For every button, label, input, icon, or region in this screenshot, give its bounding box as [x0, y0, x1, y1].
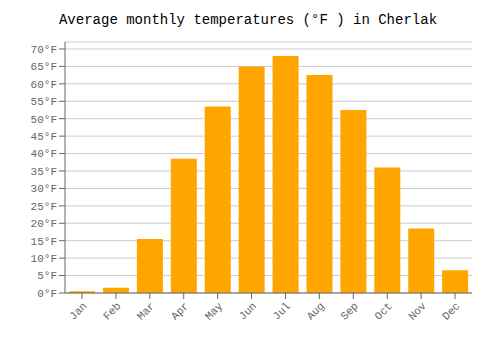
svg-text:65°F: 65°F — [31, 61, 57, 73]
svg-text:Jan: Jan — [67, 300, 89, 322]
svg-text:Feb: Feb — [101, 300, 123, 322]
svg-text:Oct: Oct — [372, 300, 394, 322]
html-text:Average monthly temperatures (: Average monthly temperatures (°F ) in Ch… — [59, 12, 437, 28]
svg-text:5°F: 5°F — [37, 270, 57, 282]
svg-text:Dec: Dec — [440, 300, 462, 322]
svg-text:40°F: 40°F — [31, 148, 57, 160]
svg-text:Nov: Nov — [406, 300, 429, 323]
svg-text:30°F: 30°F — [31, 183, 57, 195]
svg-text:20°F: 20°F — [31, 218, 57, 230]
svg-text:10°F: 10°F — [31, 253, 57, 265]
svg-text:25°F: 25°F — [31, 201, 57, 213]
svg-text:70°F: 70°F — [31, 44, 57, 56]
svg-text:May: May — [203, 300, 226, 323]
svg-text:60°F: 60°F — [31, 79, 57, 91]
svg-text:Mar: Mar — [135, 300, 157, 322]
svg-text:45°F: 45°F — [31, 131, 57, 143]
svg-text:50°F: 50°F — [31, 114, 57, 126]
svg-text:35°F: 35°F — [31, 166, 57, 178]
svg-text:Jun: Jun — [237, 300, 259, 322]
svg-text:Aug: Aug — [305, 300, 327, 322]
svg-text:Jul: Jul — [271, 300, 293, 322]
svg-text:Apr: Apr — [169, 300, 191, 322]
svg-text:55°F: 55°F — [31, 96, 57, 108]
svg-text:0°F: 0°F — [37, 288, 57, 300]
svg-text:15°F: 15°F — [31, 236, 57, 248]
svg-text:Sep: Sep — [338, 300, 360, 322]
